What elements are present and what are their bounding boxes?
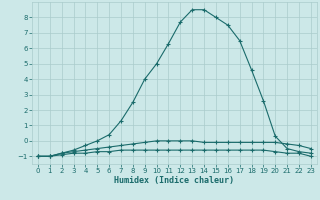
X-axis label: Humidex (Indice chaleur): Humidex (Indice chaleur) (115, 176, 234, 185)
